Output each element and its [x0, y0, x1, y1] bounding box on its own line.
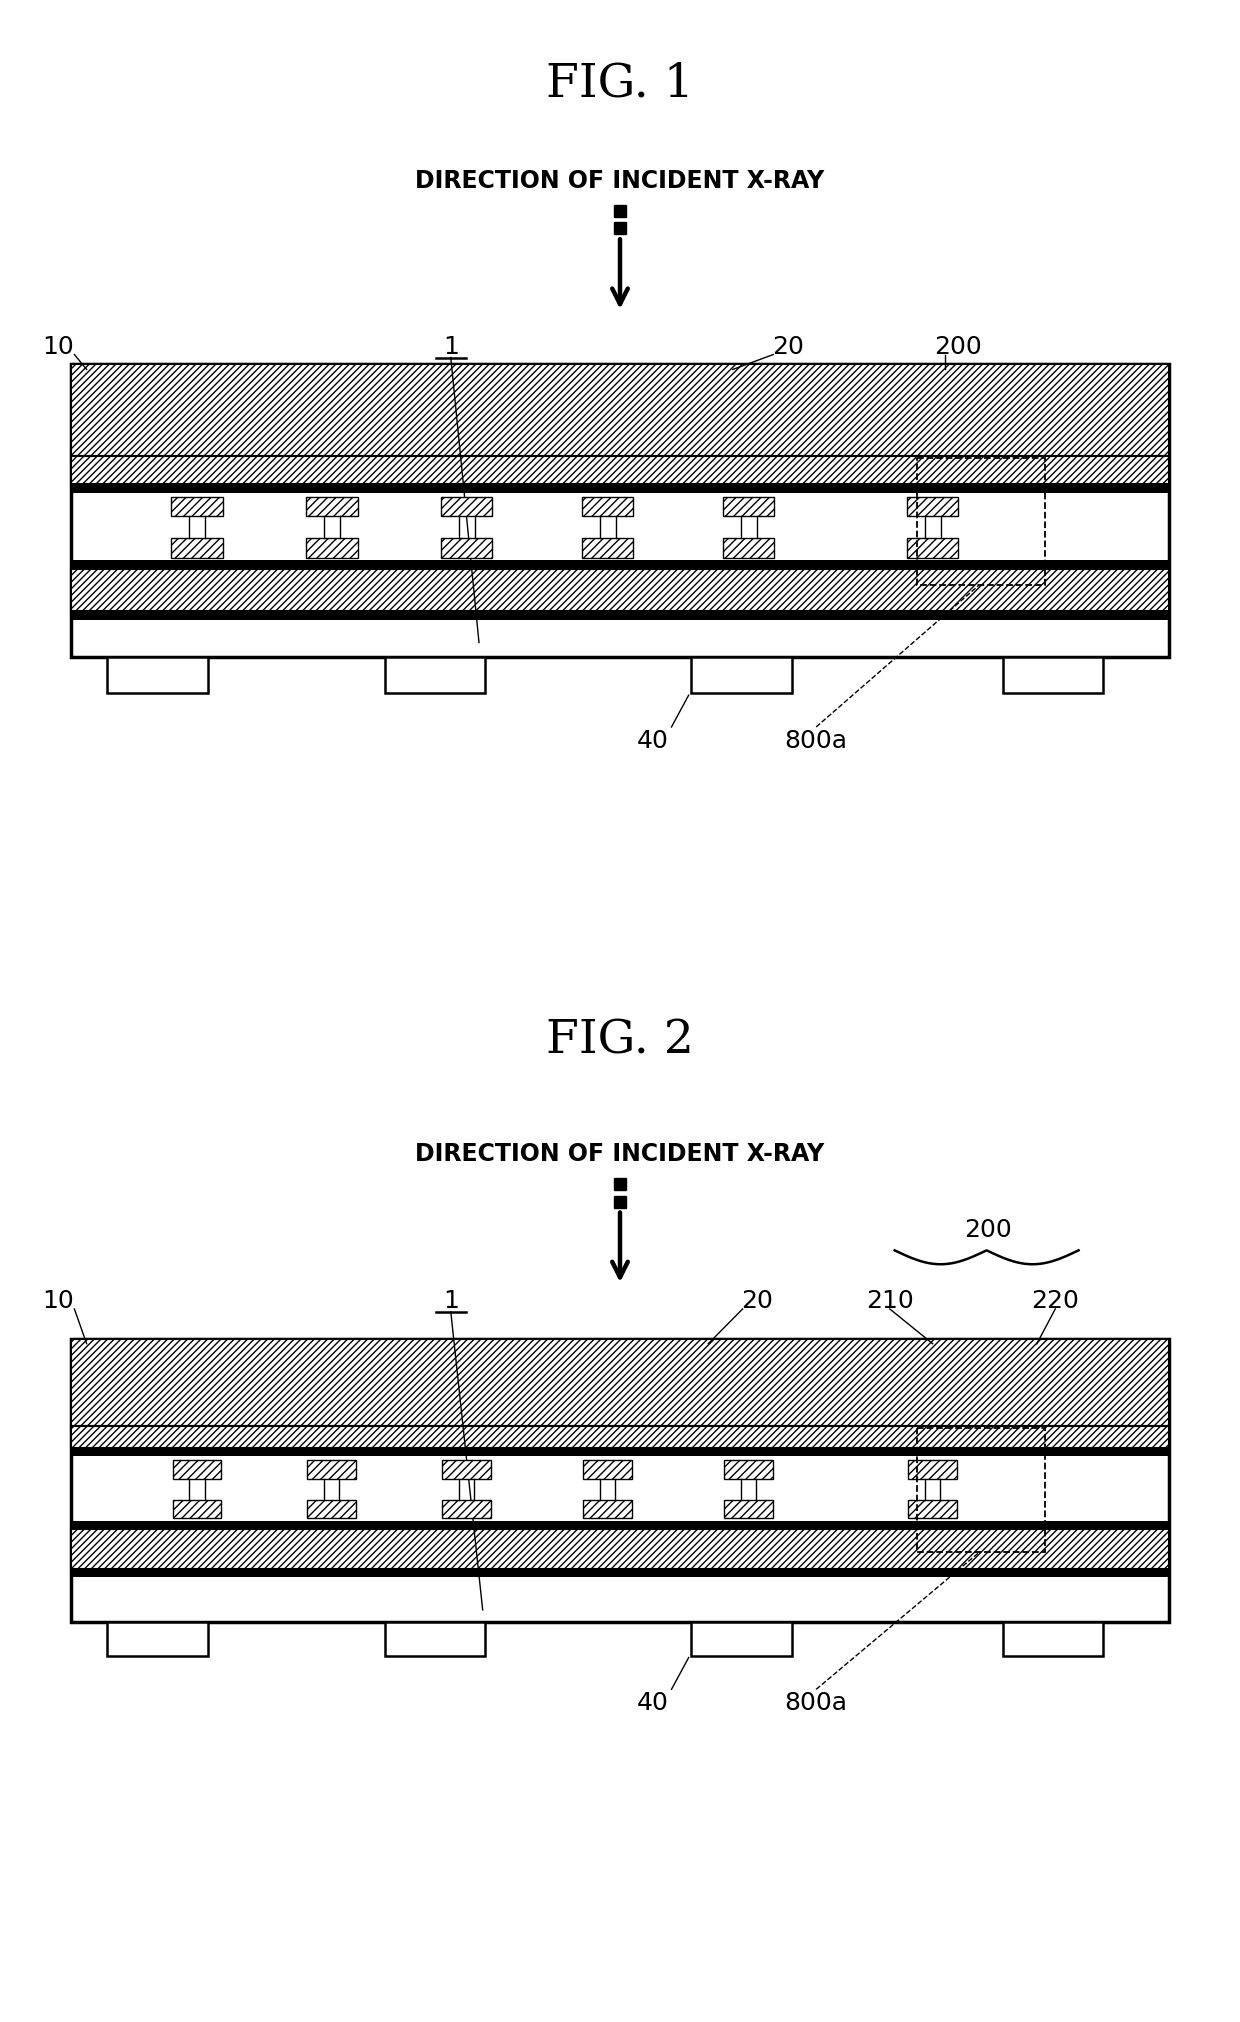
Bar [308, 1500, 356, 1519]
Text: 800a: 800a [785, 1690, 848, 1715]
Bar [308, 1460, 356, 1478]
Text: 10: 10 [42, 1288, 74, 1312]
Bar [443, 1460, 491, 1478]
Bar [582, 538, 634, 558]
Text: 1: 1 [443, 1288, 459, 1312]
Bar [583, 1500, 632, 1519]
Bar [306, 538, 357, 558]
Text: 200: 200 [963, 1219, 1012, 1242]
Bar [384, 657, 485, 694]
Bar [723, 497, 775, 516]
Bar [108, 1622, 208, 1656]
Text: 1: 1 [443, 334, 459, 358]
Bar [71, 1529, 1169, 1569]
Bar [71, 568, 1169, 611]
Bar [71, 1426, 1169, 1448]
Bar [71, 1339, 1169, 1426]
Bar [384, 1622, 485, 1656]
Text: 20: 20 [742, 1288, 774, 1312]
Bar [906, 538, 959, 558]
Bar [1003, 1622, 1104, 1656]
Bar [172, 1500, 222, 1519]
Bar [582, 497, 634, 516]
Bar [71, 611, 1169, 619]
Text: 200: 200 [935, 334, 982, 358]
Bar [71, 560, 1169, 568]
Bar [583, 1460, 632, 1478]
Bar [723, 538, 775, 558]
Bar [1003, 657, 1104, 694]
Bar [171, 497, 223, 516]
Bar [916, 457, 1045, 584]
Bar [71, 1569, 1169, 1577]
Bar [71, 364, 1169, 455]
Bar [691, 1622, 791, 1656]
Bar [691, 657, 791, 694]
Text: 20: 20 [773, 334, 804, 358]
Text: 220: 220 [1032, 1288, 1079, 1312]
Text: 40: 40 [637, 1690, 670, 1715]
Bar [908, 1500, 957, 1519]
Bar [908, 1460, 957, 1478]
Bar [171, 538, 223, 558]
Bar [108, 657, 208, 694]
Bar [441, 497, 492, 516]
Text: DIRECTION OF INCIDENT X-RAY: DIRECTION OF INCIDENT X-RAY [415, 1142, 825, 1167]
Bar [71, 455, 1169, 483]
Bar [71, 1521, 1169, 1529]
Bar [724, 1460, 774, 1478]
Bar [443, 1500, 491, 1519]
Bar [916, 1428, 1045, 1553]
Text: 10: 10 [42, 334, 74, 358]
Bar [71, 483, 1169, 493]
Bar [71, 364, 1169, 657]
Bar [724, 1500, 774, 1519]
Text: 800a: 800a [785, 728, 848, 752]
Text: 40: 40 [637, 728, 670, 752]
Bar [441, 538, 492, 558]
Bar [306, 497, 357, 516]
Bar [172, 1460, 222, 1478]
Bar [71, 1339, 1169, 1622]
Text: 210: 210 [866, 1288, 914, 1312]
Text: DIRECTION OF INCIDENT X-RAY: DIRECTION OF INCIDENT X-RAY [415, 168, 825, 192]
Bar [71, 1448, 1169, 1456]
Bar [906, 497, 959, 516]
Text: FIG. 1: FIG. 1 [546, 61, 694, 107]
Text: FIG. 2: FIG. 2 [546, 1017, 694, 1064]
